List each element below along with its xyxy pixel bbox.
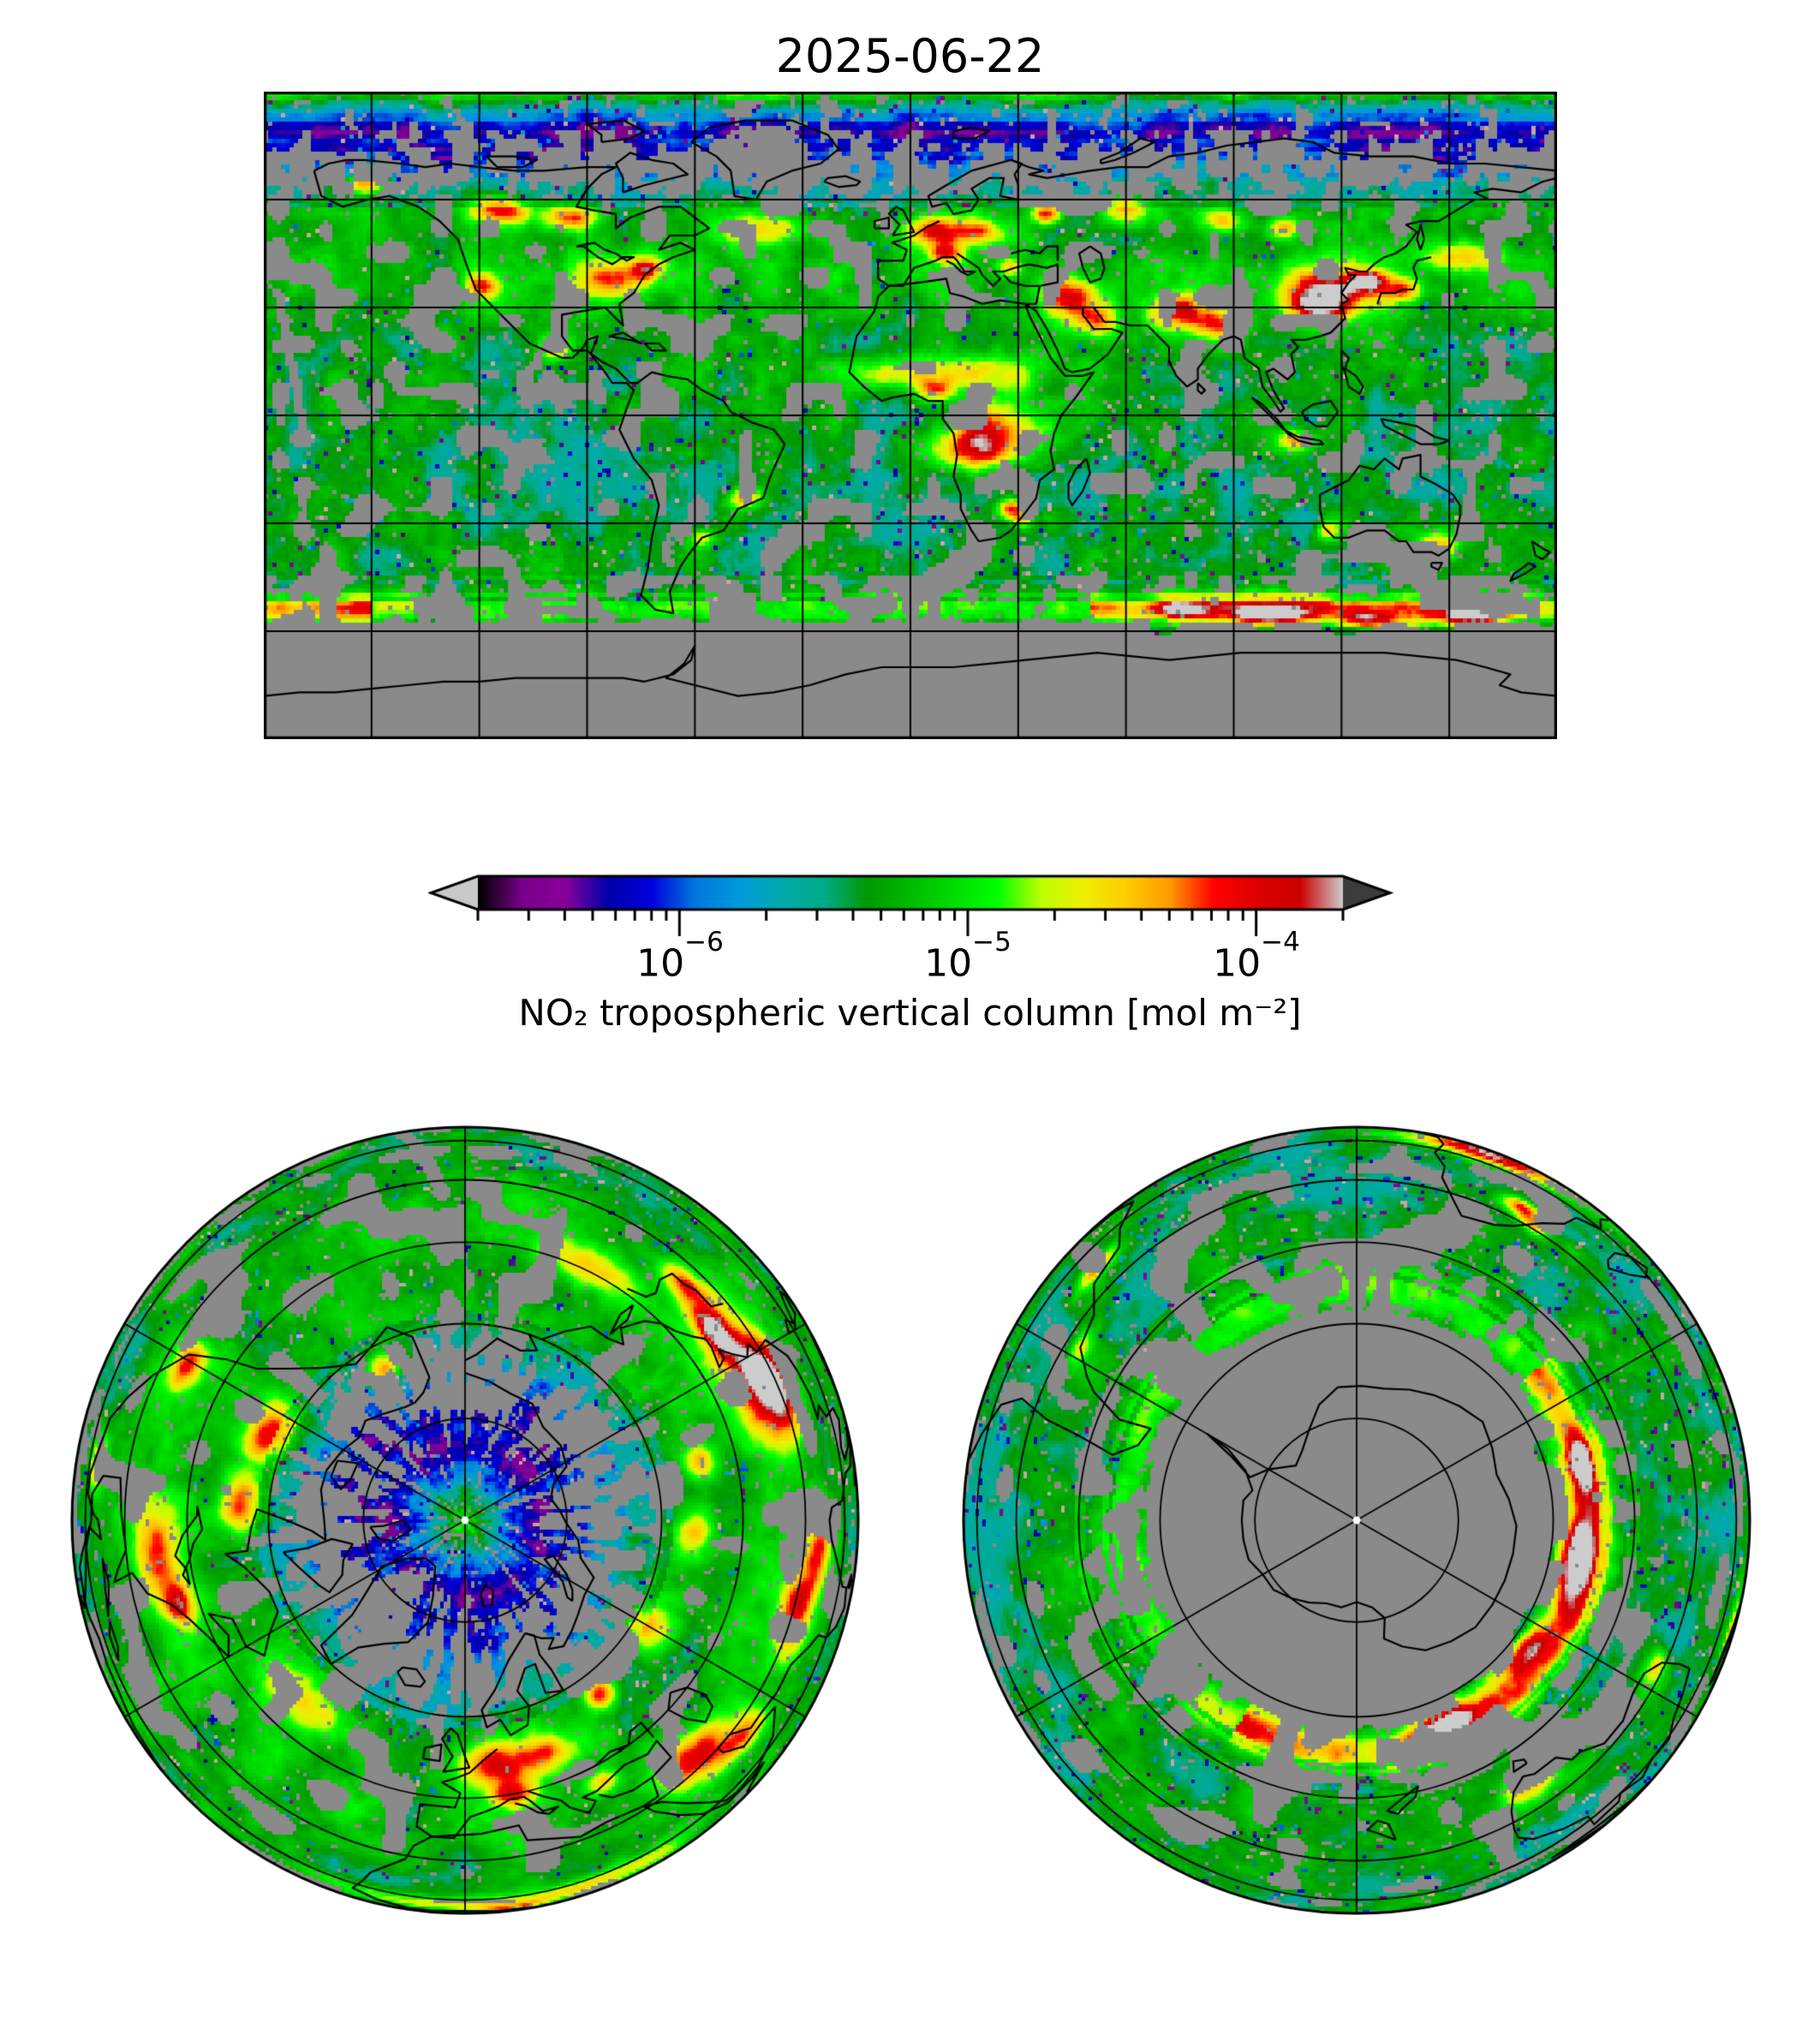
colorbar	[428, 872, 1396, 945]
tick-base: 10	[636, 941, 685, 986]
colorbar-tick-label: 10−5	[891, 927, 1045, 986]
figure-title: 2025-06-22	[775, 29, 1045, 83]
global-no2-map	[264, 92, 1557, 739]
colorbar-tick-label: 10−4	[1179, 927, 1334, 986]
tick-exponent: −4	[1261, 927, 1300, 958]
tick-exponent: −5	[972, 927, 1011, 958]
tick-base: 10	[1213, 941, 1262, 986]
colorbar-label: NO₂ tropospheric vertical column [mol m⁻…	[518, 992, 1302, 1034]
north-polar-no2-map	[70, 1125, 860, 1915]
tick-exponent: −6	[684, 927, 724, 958]
south-polar-no2-map	[962, 1125, 1751, 1915]
colorbar-tick-label: 10−6	[603, 927, 757, 986]
tick-base: 10	[924, 941, 973, 986]
